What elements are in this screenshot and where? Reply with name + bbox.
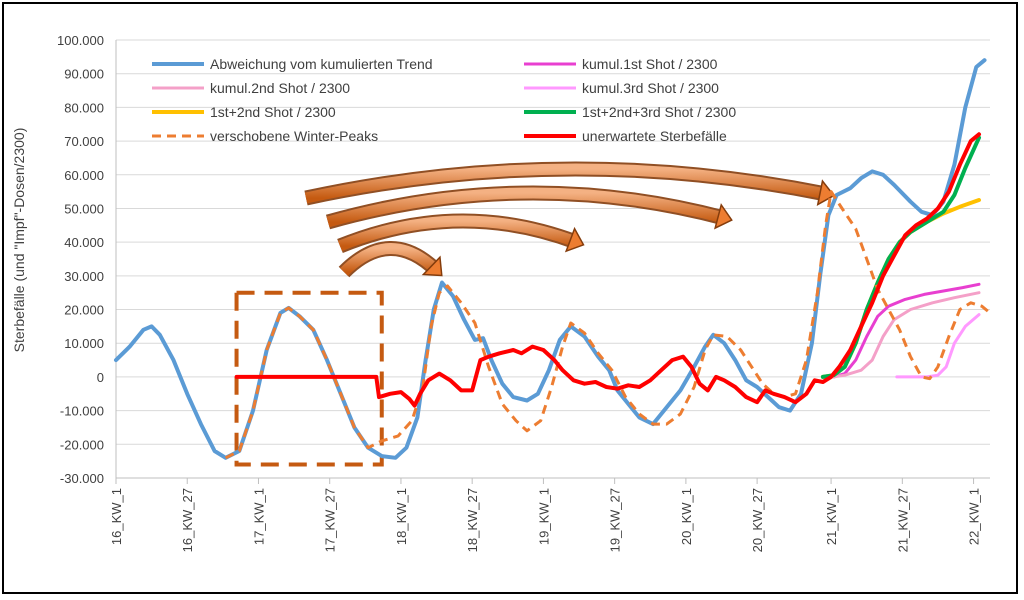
x-tick-label: 16_KW_1	[109, 488, 124, 545]
y-axis-label: Sterbefälle (und "Impf"-Dosen/2300)	[11, 128, 27, 353]
x-tick-label: 16_KW_27	[180, 488, 195, 552]
series-line	[895, 313, 981, 379]
y-tick-label: 0	[97, 370, 104, 385]
legend-label: kumul.2nd Shot / 2300	[210, 80, 350, 96]
x-tick-label: 18_KW_27	[465, 488, 480, 552]
legend-entry: kumul.2nd Shot / 2300	[152, 80, 350, 96]
legend-entry: kumul.1st Shot / 2300	[524, 56, 718, 72]
x-tick-label: 20_KW_27	[750, 488, 765, 552]
legend-entry: 1st+2nd+3rd Shot / 2300	[524, 104, 736, 120]
y-tick-label: 60.000	[64, 168, 104, 183]
legend-entry: unerwartete Sterbefälle	[524, 128, 727, 144]
legend-label: kumul.3rd Shot / 2300	[582, 80, 719, 96]
annotations	[234, 161, 835, 467]
legend-label: unerwartete Sterbefälle	[582, 128, 727, 144]
series-line	[832, 291, 981, 379]
y-tick-label: -10.000	[60, 404, 104, 419]
legend-label: kumul.1st Shot / 2300	[582, 56, 718, 72]
legend-entry: 1st+2nd Shot / 2300	[152, 104, 336, 120]
x-tick-label: 20_KW_1	[679, 488, 694, 545]
series-lines	[114, 58, 991, 460]
x-tick-label: 22_KW_1	[967, 488, 982, 545]
legend-label: 1st+2nd+3rd Shot / 2300	[582, 104, 736, 120]
y-tick-label: 10.000	[64, 336, 104, 351]
x-tick-label: 18_KW_1	[394, 488, 409, 545]
x-tick-label: 21_KW_1	[824, 488, 839, 545]
series-line	[820, 135, 981, 379]
y-tick-label: 20.000	[64, 303, 104, 318]
curved-arrow	[325, 185, 733, 230]
legend-label: 1st+2nd Shot / 2300	[210, 104, 336, 120]
y-tick-label: 50.000	[64, 201, 104, 216]
y-tick-label: 90.000	[64, 67, 104, 82]
x-tick-label: 17_KW_27	[323, 488, 338, 552]
x-tick-label: 21_KW_27	[895, 488, 910, 552]
x-tick-label: 19_KW_1	[536, 488, 551, 545]
legend-label: Abweichung vom kumulierten Trend	[210, 56, 433, 72]
x-tick-label: 19_KW_27	[608, 488, 623, 552]
series-line	[234, 132, 981, 408]
legend-entry: Abweichung vom kumulierten Trend	[152, 56, 433, 72]
chart-frame: -30.000 -20.000 -10.000 0 10.000 20.000 30.000…	[2, 2, 1018, 594]
y-tick-label: 30.000	[64, 269, 104, 284]
axes: -30.000 -20.000 -10.000 0 10.000 20.000 30.000…	[57, 33, 990, 552]
series-line	[224, 190, 991, 460]
legend-entry: kumul.3rd Shot / 2300	[524, 80, 719, 96]
y-tick-label: 80.000	[64, 100, 104, 115]
y-tick-label: 70.000	[64, 134, 104, 149]
curved-arrow	[338, 241, 443, 278]
series-line	[114, 58, 987, 460]
chart-svg: -30.000 -20.000 -10.000 0 10.000 20.000 30.000…	[11, 33, 991, 552]
legend-label: verschobene Winter-Peaks	[210, 128, 378, 144]
y-tick-label: 40.000	[64, 235, 104, 250]
legend: Abweichung vom kumulierten Trend kumul.1s…	[152, 56, 736, 144]
series-line	[832, 282, 981, 379]
x-tick-label: 17_KW_1	[251, 488, 266, 545]
y-tick-label: -30.000	[60, 471, 104, 486]
gridlines	[116, 39, 990, 479]
y-tick-label: -20.000	[60, 437, 104, 452]
curved-arrow	[337, 213, 585, 253]
curved-arrow	[304, 161, 835, 207]
legend-entry: verschobene Winter-Peaks	[152, 128, 378, 144]
y-tick-label: 100.000	[57, 33, 104, 48]
